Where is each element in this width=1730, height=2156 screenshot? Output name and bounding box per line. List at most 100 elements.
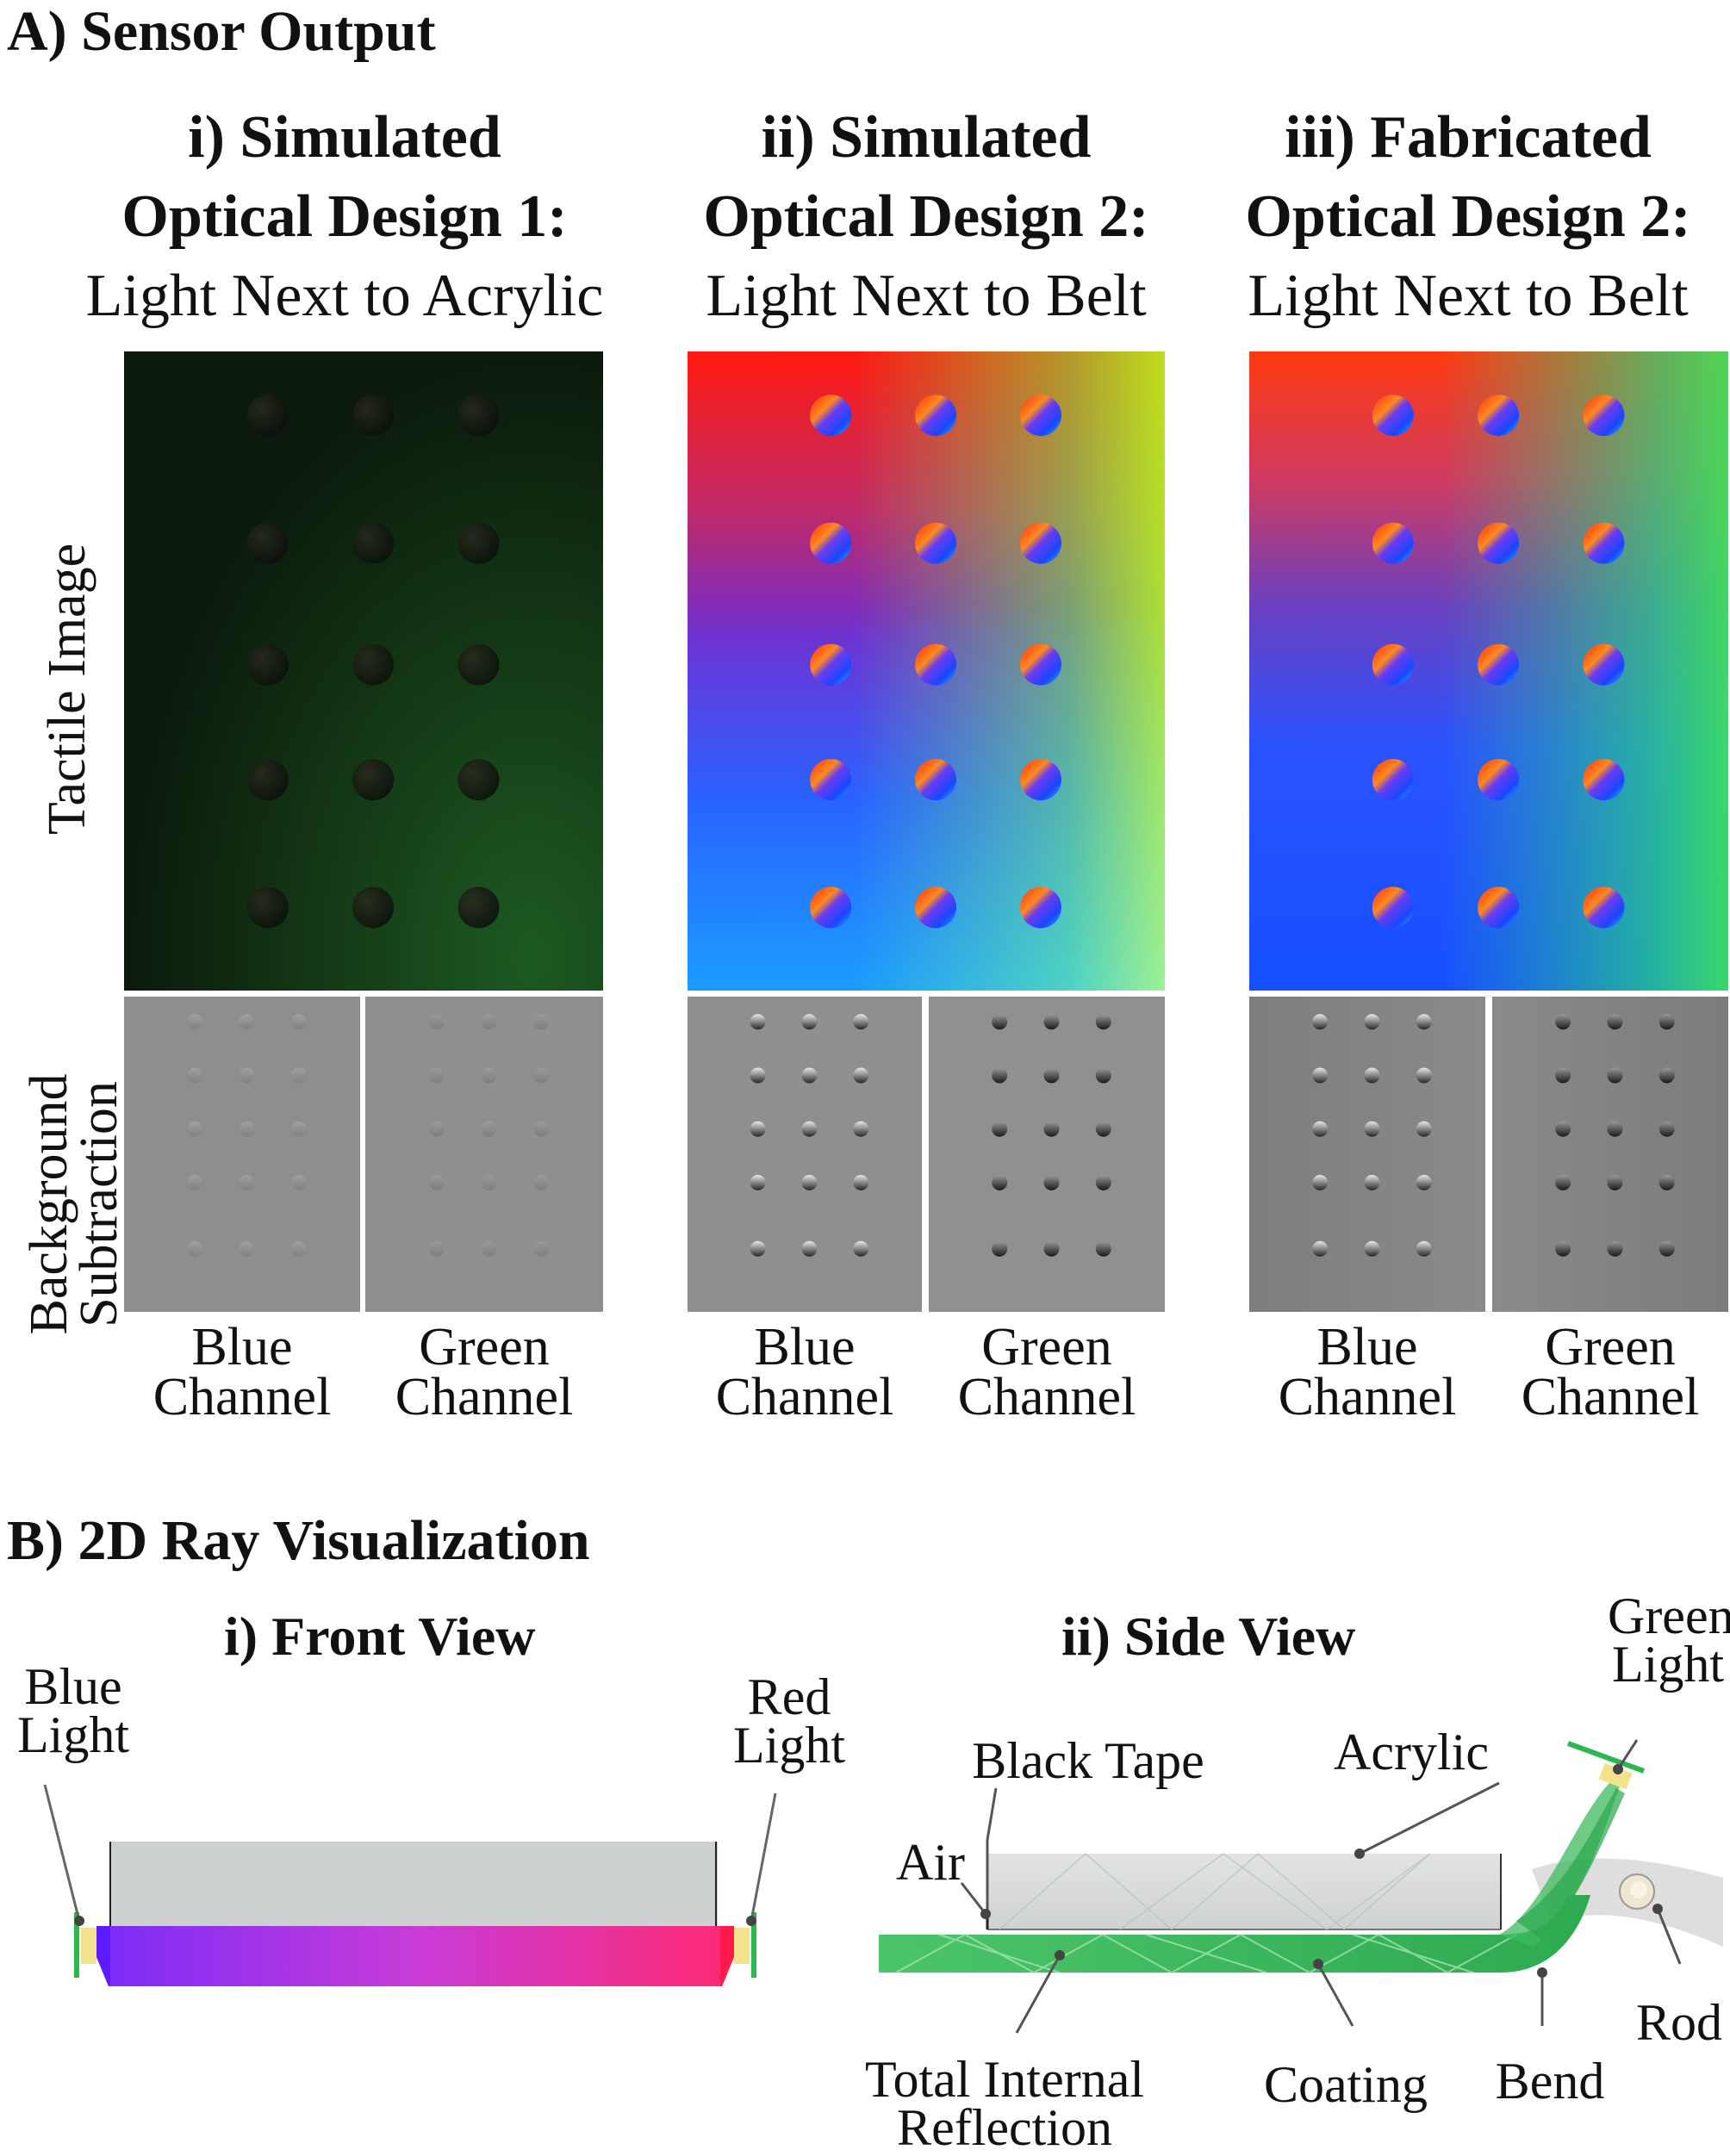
bump [1019, 643, 1061, 686]
caption-col1-blue-line1: Blue [191, 1318, 293, 1376]
front-view-title: i) Front View [224, 1606, 536, 1667]
caption-col2-green-line2: Channel [957, 1368, 1136, 1426]
bump [187, 1174, 203, 1190]
bump [1583, 522, 1625, 564]
bump [481, 1067, 497, 1084]
col2-line1: ii) Simulated [761, 104, 1092, 171]
bump [246, 643, 289, 686]
column-heading-1: i) Simulated Optical Design 1: Light Nex… [52, 98, 638, 336]
bump [187, 1014, 203, 1030]
bump [810, 886, 852, 929]
bump [915, 886, 957, 929]
bump [801, 1067, 818, 1084]
bump [457, 522, 500, 564]
bump [239, 1067, 255, 1084]
bump [750, 1014, 766, 1030]
bump [1364, 1067, 1380, 1084]
side-acrylic-label: Acrylic [1334, 1724, 1489, 1780]
bump [1416, 1014, 1432, 1030]
bump [1607, 1067, 1623, 1084]
bump [246, 395, 289, 437]
col3-line2: Optical Design 2: [1245, 183, 1691, 250]
bump [801, 1174, 818, 1190]
bg-sub-fab2-blue [1249, 997, 1485, 1312]
side-acrylic-rays [999, 1853, 1431, 1930]
col2-line3: Light Next to Belt [706, 263, 1147, 329]
bump [239, 1014, 255, 1030]
bump [1364, 1174, 1380, 1190]
front-blue-light-label: Blue Light [9, 1658, 138, 1761]
bump [1555, 1174, 1571, 1190]
bump [1583, 759, 1625, 801]
bump [352, 643, 395, 686]
bump [810, 522, 852, 564]
bump [246, 522, 289, 564]
bump [1583, 643, 1625, 686]
bump [457, 395, 500, 437]
caption-col2-blue-line1: Blue [754, 1318, 856, 1376]
col3-line1: iii) Fabricated [1285, 104, 1652, 171]
front-blue-led [81, 1928, 96, 1964]
bump [1658, 1067, 1675, 1084]
column-heading-3: iii) Fabricated Optical Design 2: Light … [1206, 98, 1730, 336]
bump [428, 1121, 445, 1137]
bump [1416, 1240, 1432, 1257]
bump [1043, 1067, 1060, 1084]
bump [992, 1240, 1008, 1257]
bump [1312, 1240, 1329, 1257]
front-blue-light-line1: Blue [24, 1658, 122, 1715]
side-tir-line2: Reflection [897, 2099, 1112, 2156]
bump [428, 1067, 445, 1084]
front-blue-leader [43, 1784, 81, 1922]
bump [1658, 1014, 1675, 1030]
bump [1416, 1121, 1432, 1137]
bump [801, 1014, 818, 1030]
bump [1372, 886, 1414, 929]
bg-sub-fab2-green [1492, 997, 1728, 1312]
front-red-light-line2: Light [733, 1717, 845, 1774]
bump [352, 395, 395, 437]
bump [533, 1121, 550, 1137]
bg-dots-sim1-blue [187, 1014, 307, 1257]
bump [1312, 1067, 1329, 1084]
bump [481, 1121, 497, 1137]
bump [853, 1067, 869, 1084]
bump [457, 886, 500, 929]
col2-line2: Optical Design 2: [703, 183, 1149, 250]
bump [352, 522, 395, 564]
front-coating-band [96, 1926, 734, 1986]
bump [457, 759, 500, 801]
bump [1019, 395, 1061, 437]
caption-col1-green: Green Channel [365, 1320, 603, 1426]
caption-col2-blue: Blue Channel [688, 1318, 922, 1424]
side-rod-highlight [1630, 1881, 1647, 1898]
bump [810, 759, 852, 801]
bump [1658, 1240, 1675, 1257]
front-red-light-edge [720, 1926, 734, 1986]
bump [1555, 1240, 1571, 1257]
row-label-tactile: Tactile Image [38, 543, 96, 836]
caption-col3-green-line2: Channel [1521, 1368, 1700, 1426]
bg-sub-sim2-green [929, 997, 1165, 1312]
bump [1043, 1014, 1060, 1030]
bump [428, 1014, 445, 1030]
bump [533, 1067, 550, 1084]
bump [1019, 522, 1061, 564]
front-red-led-board [751, 1912, 756, 1978]
bump [801, 1121, 818, 1137]
bg-dots-sim1-green [428, 1014, 550, 1257]
side-view-title: ii) Side View [1061, 1606, 1356, 1667]
side-tir-line1: Total Internal [865, 2051, 1144, 2108]
caption-col3-green: Green Channel [1492, 1320, 1728, 1426]
bump [187, 1067, 203, 1084]
bump [992, 1121, 1008, 1137]
side-rod-label: Rod [1635, 1994, 1723, 2051]
caption-col1-green-line2: Channel [395, 1368, 574, 1426]
bump [1095, 1121, 1111, 1137]
bump [915, 522, 957, 564]
side-leader-dots [980, 1764, 1663, 1978]
side-coating-label: Coating [1264, 2056, 1428, 2113]
bump [1583, 886, 1625, 929]
bump [1555, 1121, 1571, 1137]
bump-grid-rainbow-sim [810, 395, 1061, 929]
